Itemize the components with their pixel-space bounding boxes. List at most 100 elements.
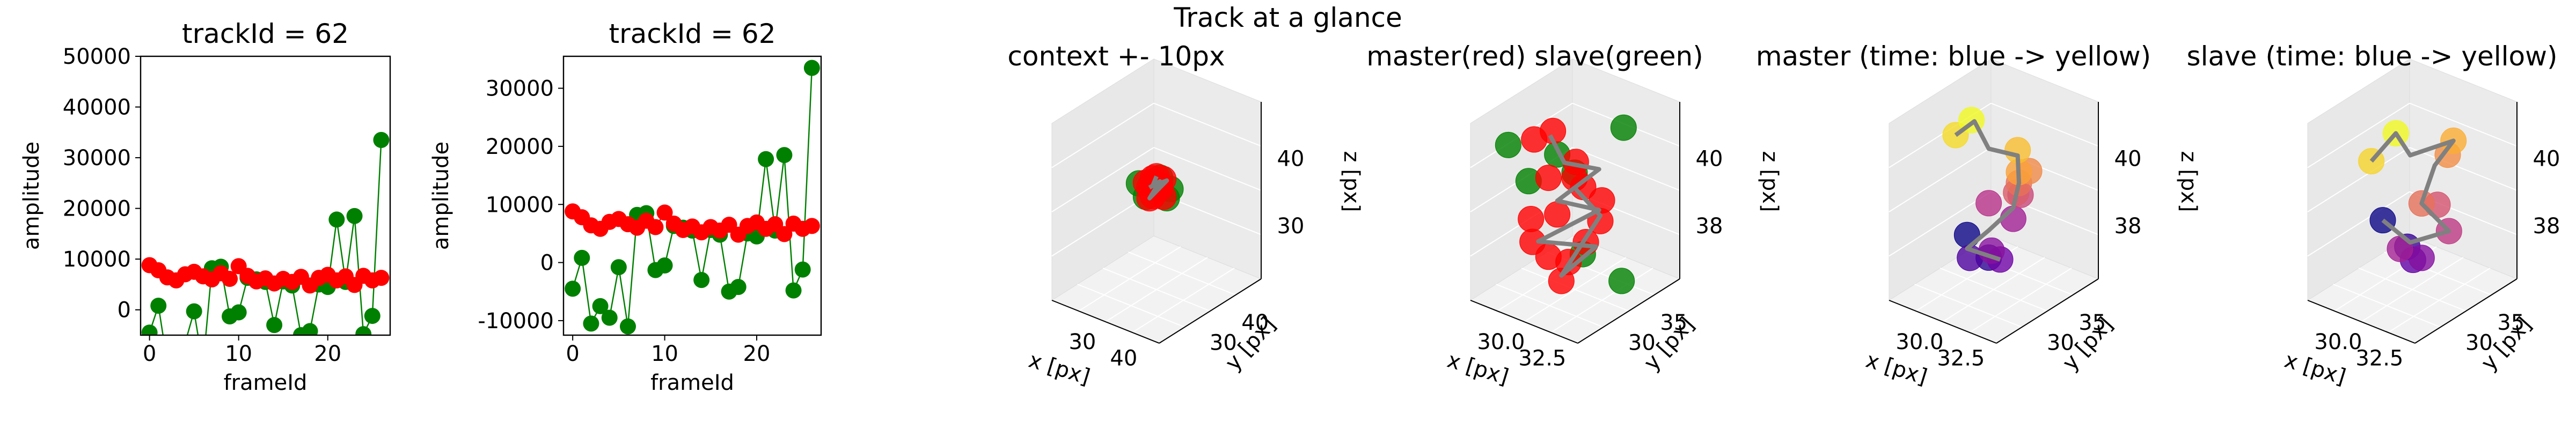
z-axis-label: z [px] — [2176, 151, 2201, 212]
z-tick-label: 38 — [2114, 214, 2142, 239]
track-line — [1536, 134, 1602, 278]
grid-line — [1153, 102, 1262, 147]
data-point — [730, 279, 747, 295]
grid-line — [1128, 252, 1236, 295]
data-point — [1495, 131, 1521, 158]
x-tick-label: 32.5 — [1518, 346, 1566, 371]
x-tick-label: 0 — [143, 342, 156, 366]
x-axis-label: frameId — [650, 371, 734, 395]
x-tick-label: 30 — [1069, 330, 1096, 354]
data-point — [601, 309, 618, 326]
x-axis-line — [1051, 300, 1160, 344]
z-tick-label: 38 — [1696, 214, 1723, 239]
y-axis-line — [2414, 278, 2518, 344]
z-tick-label: 40 — [2114, 147, 2142, 172]
data-point — [803, 60, 820, 76]
grid-line — [2307, 191, 2410, 257]
data-point — [656, 204, 673, 221]
y-tick-label: 0 — [118, 298, 131, 323]
y-tick-label: 30 — [1628, 331, 1656, 356]
data-point — [620, 318, 636, 335]
y-tick-label: 30 — [2465, 331, 2493, 356]
data-point — [803, 218, 820, 234]
data-point — [302, 323, 318, 335]
x-tick-label: 40 — [1110, 346, 1137, 371]
grid-line — [1051, 102, 1154, 168]
y-tick-label: 35 — [2497, 310, 2524, 335]
chart-title: context +- 10px — [1007, 41, 1225, 72]
grid-line — [2409, 147, 2518, 191]
x-tick-label: 10 — [651, 342, 678, 366]
charts-container: 0 10 20 0 10000 20000 30000 40000 50000 trackId =… — [19, 18, 2560, 395]
chart-title: master(red) slave(green) — [1366, 41, 1703, 72]
chart-title: master (time: blue -> yellow) — [1756, 41, 2151, 72]
y-tick-label: 30 — [2047, 331, 2074, 356]
y-axis-line — [1159, 278, 1262, 344]
data-point — [230, 304, 247, 321]
track-line — [1954, 119, 2021, 262]
y-axis-label: amplitude — [429, 142, 453, 250]
x-axis-line — [1889, 300, 1997, 344]
chart-title: trackId = 62 — [609, 18, 775, 49]
y-tick-label: 10000 — [63, 247, 131, 272]
series-line — [572, 68, 813, 327]
data-point — [1544, 201, 1571, 228]
y-tick-label: 30000 — [63, 146, 131, 171]
x-tick-label: 30.0 — [2314, 330, 2362, 354]
grid-line — [2388, 268, 2491, 333]
z-tick-label: 40 — [1277, 147, 1305, 172]
z-axis-label: z [px] — [1339, 151, 1364, 212]
z-tick-label: 30 — [1277, 214, 1305, 239]
y-tick-label: 10000 — [486, 193, 554, 217]
x-tick-label: 32.5 — [1937, 346, 1985, 371]
data-point — [328, 211, 345, 228]
series-line — [149, 139, 382, 335]
grid-line — [1521, 268, 1629, 312]
grid-line — [1550, 268, 1653, 333]
data-point — [141, 324, 158, 335]
grid-line — [1051, 147, 1154, 212]
data-point — [195, 358, 211, 374]
x-axis-line — [2307, 300, 2416, 344]
grid-line — [2358, 268, 2467, 312]
plot-frame — [562, 55, 822, 336]
grid-line — [2409, 102, 2518, 147]
y-tick-label: 35 — [2079, 310, 2106, 335]
data-point — [364, 308, 380, 324]
data-point — [159, 355, 175, 371]
y-tick-label: -10000 — [478, 309, 554, 334]
data-point — [776, 226, 793, 242]
grid-line — [1969, 268, 2072, 333]
y-axis-line — [1577, 278, 1680, 344]
x-axis-label: frameId — [224, 371, 308, 395]
grid-line — [1990, 102, 2099, 147]
grid-line — [1470, 102, 1573, 168]
chart-title: trackId = 62 — [182, 18, 349, 49]
grid-line — [2307, 147, 2410, 212]
data-point — [373, 270, 390, 286]
track-line — [2369, 131, 2456, 245]
x-axis-line — [1470, 300, 1578, 344]
grid-line — [1132, 268, 1235, 333]
data-point — [1975, 190, 2002, 217]
data-point — [346, 208, 363, 224]
series-master — [565, 203, 820, 243]
data-point — [1535, 165, 1562, 191]
data-point — [565, 280, 581, 297]
x-tick-label: 32.5 — [2355, 346, 2403, 371]
y-axis-line — [1996, 278, 2099, 344]
data-point — [355, 326, 372, 335]
data-point — [592, 298, 609, 314]
y-tick-label: 30 — [1210, 331, 1237, 356]
data-point — [266, 317, 283, 334]
x-tick-label: 0 — [566, 342, 579, 366]
grid-line — [2307, 102, 2410, 168]
data-point — [177, 335, 193, 351]
z-tick-label: 40 — [1696, 147, 1723, 172]
y-tick-label: 20000 — [63, 197, 131, 221]
data-point — [186, 303, 202, 320]
